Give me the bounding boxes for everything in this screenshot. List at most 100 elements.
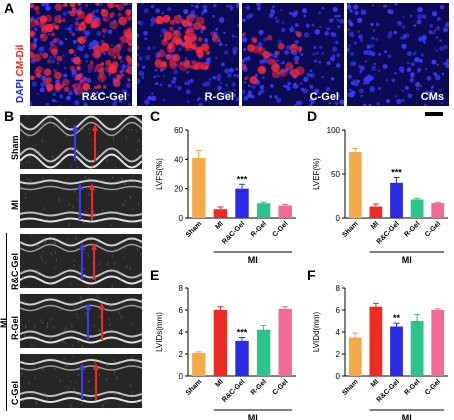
echo-group-bracket (6, 233, 7, 411)
significance-label: *** (237, 174, 248, 184)
x-tick-label: R&C-Gel (221, 220, 246, 245)
significance-label: ** (393, 313, 401, 323)
x-tick-label: MI (370, 220, 380, 230)
chart-lvef: 0 50 100 LVEF(%) Sham MI R&C-Gel *** R-Gel C-Gel M… (307, 122, 454, 265)
stain-label: DAPI/CM-Dil (15, 44, 26, 103)
significance-label: *** (237, 328, 248, 338)
bar (390, 182, 403, 218)
x-tick-label: R-Gel (403, 378, 421, 396)
echo-label-sham: Sham (10, 135, 20, 160)
echo-image-sham (20, 115, 142, 169)
group-label: MI (402, 255, 412, 265)
panel-b-letter: B (4, 108, 15, 124)
x-tick-label: C-Gel (271, 378, 289, 396)
x-tick-label: Sham (341, 378, 359, 396)
y-tick-label: 0 (179, 372, 184, 381)
echo-image-r-gel (20, 294, 142, 348)
fluorescence-image-cms: CMs (347, 3, 449, 106)
x-tick-label: Sham (185, 220, 203, 238)
x-tick-label: C-Gel (271, 220, 289, 238)
y-axis-label: LVFS(%) (155, 158, 164, 190)
bar (431, 310, 445, 376)
x-tick-label: R-Gel (403, 220, 421, 238)
x-tick-label: MI (214, 220, 224, 230)
echo-label-mi: MI (10, 200, 20, 210)
echo-image-mi (20, 174, 142, 228)
x-tick-label: Sham (185, 378, 203, 396)
x-tick-label: Sham (341, 220, 359, 238)
significance-label: *** (391, 168, 402, 178)
y-tick-label: 100 (327, 126, 341, 135)
bar (410, 321, 424, 376)
x-tick-label: C-Gel (424, 220, 442, 238)
x-tick-label: R&C-Gel (221, 378, 246, 403)
group-label: MI (402, 413, 412, 420)
bar (369, 306, 383, 376)
bar (213, 310, 228, 376)
y-tick-label: 2 (179, 350, 184, 359)
y-tick-label: 50 (331, 170, 340, 179)
bar (278, 205, 292, 218)
fluorescence-image-rc-gel: R&C-Gel (30, 3, 132, 106)
echo-image-c-gel (20, 354, 142, 408)
panel-f-letter: F (307, 267, 316, 283)
x-tick-label: MI (370, 378, 380, 388)
x-tick-label: R-Gel (250, 378, 268, 396)
panel-d-letter: D (307, 108, 318, 124)
fluorescence-label: R&C-Gel (81, 91, 127, 103)
bar (390, 326, 403, 376)
y-tick-label: 0 (336, 214, 341, 223)
y-tick-label: 0 (179, 214, 184, 223)
bar (410, 199, 424, 218)
svg-text:MI: MI (0, 318, 8, 328)
echo-image-rc-gel (20, 234, 142, 288)
bar (192, 157, 206, 218)
dapi-label: DAPI (15, 79, 26, 103)
echo-group-label: MI (0, 318, 8, 328)
x-tick-label: R&C-Gel (376, 378, 401, 403)
y-axis-label: LVEF(%) (312, 158, 321, 190)
x-tick-label: R&C-Gel (376, 220, 401, 245)
echo-row-labels: Sham MI R&C-Gel R-Gel C-Gel (10, 135, 20, 405)
bar (213, 209, 228, 218)
y-tick-label: 8 (336, 284, 341, 293)
group-label: MI (248, 255, 258, 265)
panel-e-letter: E (150, 267, 160, 283)
y-tick-label: 6 (179, 306, 184, 315)
chart-lvids: 0 2 4 6 8 LVIDs(mm) Sham MI R&C-Gel *** R-Gel C-Gel… (150, 280, 302, 420)
group-label: MI (248, 413, 258, 420)
fluorescence-label: C-Gel (309, 91, 339, 103)
fluorescence-label: R-Gel (204, 91, 234, 103)
bar (235, 188, 249, 218)
chart-lvidd: 0 2 4 6 8 LVIDd(mm) Sham MI R&C-Gel ** R-Gel C-Gel M… (307, 280, 454, 420)
echo-label-c-gel: C-Gel (10, 381, 20, 405)
cmdil-label: CM-Dil (15, 44, 26, 76)
fluorescence-label: CMs (420, 91, 444, 103)
fluorescence-image-r-gel: R-Gel (137, 3, 239, 106)
panel-a-letter: A (4, 0, 15, 16)
panel-c-letter: C (150, 108, 161, 124)
y-tick-label: 0 (336, 372, 341, 381)
bar (235, 340, 249, 376)
x-tick-label: MI (214, 378, 224, 388)
bar (348, 152, 362, 218)
y-tick-label: 6 (336, 306, 341, 315)
echo-label-rc-gel: R&C-Gel (10, 253, 20, 290)
y-axis-label: LVIDd(mm) (312, 312, 321, 353)
y-tick-label: 4 (179, 328, 184, 337)
bar (256, 329, 271, 376)
svg-text:DAPI/CM-Dil: DAPI/CM-Dil (15, 44, 26, 103)
y-tick-label: 4 (336, 328, 341, 337)
chart-lvfs: 0 20 40 60 LVFS(%) Sham MI R&C-Gel *** R-Gel C-Gel… (150, 122, 302, 265)
x-tick-label: C-Gel (424, 378, 442, 396)
y-tick-label: 60 (174, 126, 183, 135)
y-tick-label: 2 (336, 350, 341, 359)
bar (369, 206, 383, 218)
fluorescence-image-c-gel: C-Gel (242, 3, 344, 106)
bar (192, 352, 206, 376)
bar (256, 203, 271, 218)
y-tick-label: 40 (174, 155, 183, 164)
scale-bar (425, 112, 443, 116)
y-tick-label: 8 (179, 284, 184, 293)
bar (278, 308, 292, 376)
